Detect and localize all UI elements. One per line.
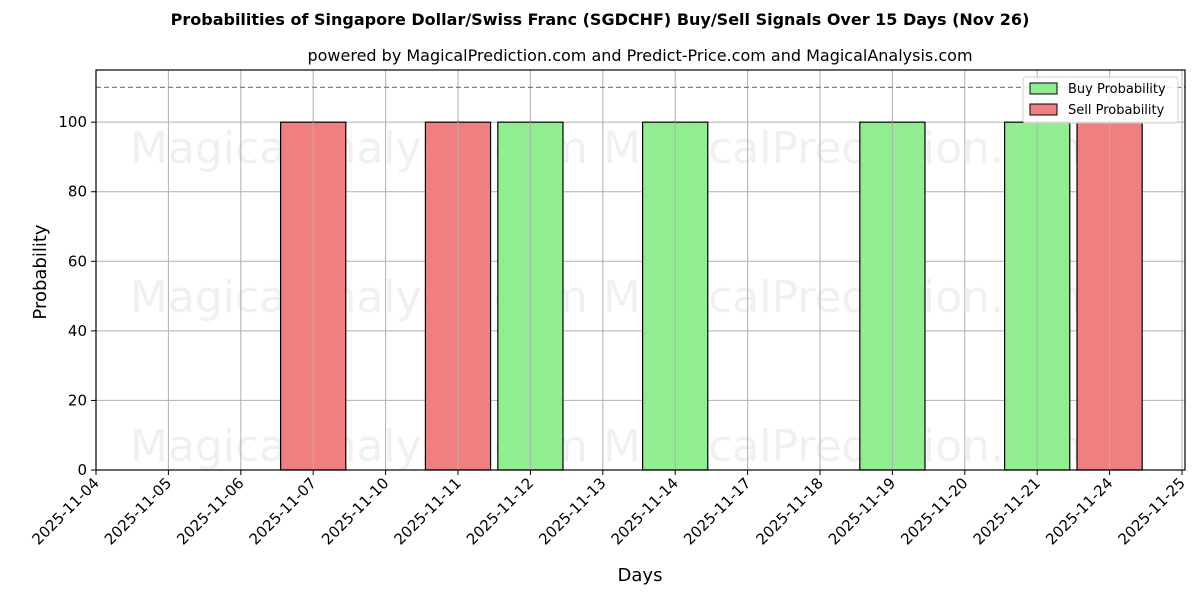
x-tick-label: 2025-11-05 xyxy=(101,474,175,548)
legend-box xyxy=(1022,76,1179,124)
x-tick-label: 2025-11-11 xyxy=(390,474,464,548)
chart-title: Probabilities of Singapore Dollar/Swiss … xyxy=(170,10,1030,29)
x-tick-label: 2025-11-12 xyxy=(463,474,537,548)
x-axis-ticks: 2025-11-042025-11-052025-11-062025-11-07… xyxy=(28,470,1189,548)
legend-label-buy: Buy Probability xyxy=(1068,82,1166,97)
y-tick-label: 20 xyxy=(68,391,87,409)
x-axis-label: Days xyxy=(618,565,663,586)
legend-swatch-buy xyxy=(1029,82,1058,95)
x-tick-label: 2025-11-07 xyxy=(246,474,320,548)
x-tick-label: 2025-11-14 xyxy=(608,474,682,548)
watermarks: MagicalAnalysis.comMagicalAnalysis.comMa… xyxy=(130,123,1098,472)
x-tick-label: 2025-11-21 xyxy=(970,474,1044,548)
y-tick-label: 40 xyxy=(68,322,87,340)
x-tick-label: 2025-11-20 xyxy=(897,474,971,548)
x-tick-label: 2025-11-18 xyxy=(752,474,826,548)
y-axis-label: Probability xyxy=(30,224,51,319)
x-tick-label: 2025-11-25 xyxy=(1114,474,1188,548)
legend-label-sell: Sell Probability xyxy=(1068,103,1165,118)
legend: Buy Probability Sell Probability xyxy=(1022,76,1179,124)
x-tick-label: 2025-11-06 xyxy=(173,474,247,548)
x-tick-label: 2025-11-13 xyxy=(535,474,609,548)
x-tick-label: 2025-11-19 xyxy=(825,474,899,548)
y-tick-label: 60 xyxy=(68,252,87,270)
y-tick-label: 100 xyxy=(58,113,87,131)
y-tick-label: 80 xyxy=(68,183,87,201)
x-tick-label: 2025-11-04 xyxy=(28,474,102,548)
x-tick-label: 2025-11-17 xyxy=(680,474,754,548)
bars xyxy=(280,121,1143,471)
x-tick-label: 2025-11-24 xyxy=(1042,474,1116,548)
y-tick-label: 0 xyxy=(77,461,87,479)
plot-frame xyxy=(95,69,1186,471)
legend-swatch-sell xyxy=(1029,103,1058,116)
chart-subtitle: powered by MagicalPrediction.com and Pre… xyxy=(307,46,973,65)
y-axis-ticks: 0 20 40 60 80 100 xyxy=(58,113,96,479)
x-tick-label: 2025-11-10 xyxy=(318,474,392,548)
